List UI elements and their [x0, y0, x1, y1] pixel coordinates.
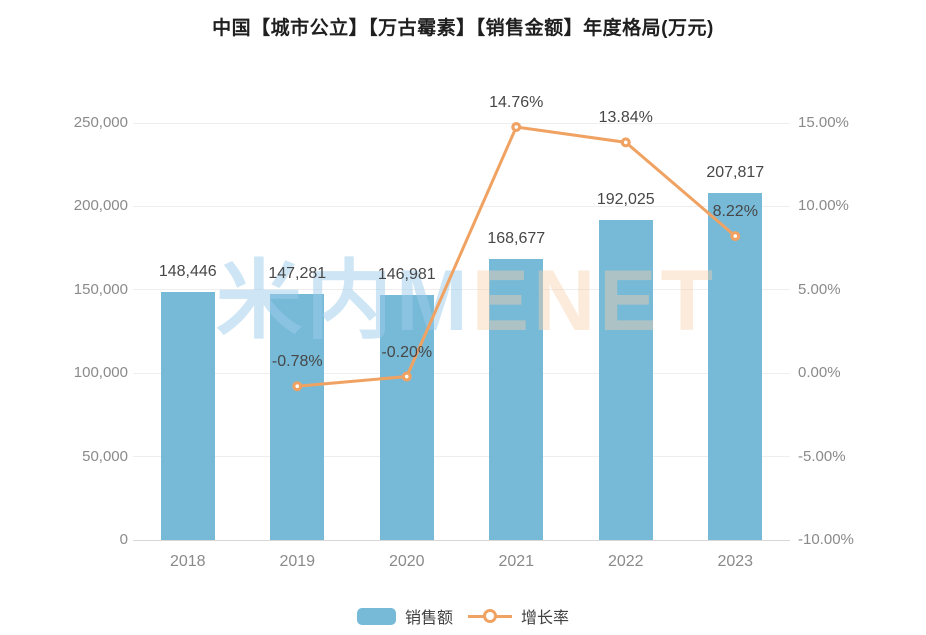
gridline [133, 372, 790, 374]
x-axis-label-2018: 2018 [169, 553, 206, 570]
legend-label-sales: 销售额 [404, 610, 453, 627]
y-axis-left-tick-label: 100,000 [73, 364, 128, 382]
growth-value-label-2023: 8.22% [712, 203, 758, 221]
sales-swatch-icon [356, 607, 396, 625]
bar-value-label-2021: 168,677 [487, 229, 546, 247]
bar-value-label-2023: 207,817 [706, 164, 765, 182]
bar-2018[interactable] [160, 292, 215, 540]
y-axis-left-tick-label: 0 [119, 531, 128, 548]
y-axis-right-tick-label: 0.00% [798, 364, 841, 382]
bar-2019[interactable] [270, 294, 325, 540]
y-axis-right-tick-label: -5.00% [798, 447, 846, 465]
line-marker-2021[interactable] [511, 122, 522, 133]
gridline [133, 289, 790, 291]
x-axis-label-2022: 2022 [607, 553, 644, 570]
y-axis-right-tick-label: 15.00% [798, 114, 849, 131]
y-axis-right-tick-label: 5.00% [798, 280, 841, 298]
bar-value-label-2018: 148,446 [158, 263, 217, 281]
y-axis-left-tick-label: 150,000 [73, 280, 128, 298]
legend-item-growth[interactable]: 增长率 [468, 604, 569, 628]
bar-2020[interactable] [379, 294, 434, 540]
bar-value-label-2020: 146,981 [377, 265, 436, 283]
x-axis-label-2020: 2020 [388, 553, 425, 570]
line-marker-center-dot [514, 125, 519, 129]
line-marker-center-dot [623, 140, 628, 145]
y-axis-right-tick-label: -10.00% [798, 531, 854, 548]
x-axis-label-2021: 2021 [498, 553, 535, 570]
gridline [133, 122, 790, 124]
bar-2023[interactable] [708, 193, 763, 540]
y-axis-left-tick-label: 50,000 [82, 447, 128, 465]
x-axis-label-2023: 2023 [717, 553, 754, 570]
growth-line-icon [468, 608, 512, 624]
y-axis-left-tick-label: 250,000 [73, 114, 128, 131]
growth-value-label-2020: -0.20% [381, 343, 433, 361]
chart-title: 中国【城市公立】【万古霉素】【销售金额】年度格局(万元) [212, 18, 714, 39]
y-axis-left-tick-label: 200,000 [73, 197, 128, 215]
legend-label-growth: 增长率 [521, 610, 570, 627]
bar-2022[interactable] [598, 219, 653, 540]
growth-value-label-2022: 13.84% [598, 109, 653, 127]
legend-item-sales[interactable]: 销售额 [356, 604, 453, 628]
legend: 销售额 增长率 [0, 603, 926, 629]
bar-2021[interactable] [489, 258, 544, 540]
y-axis-right-tick-label: 10.00% [798, 197, 849, 215]
x-axis-line [133, 539, 790, 541]
growth-value-label-2021: 14.76% [489, 94, 544, 111]
x-axis-label-2019: 2019 [279, 553, 316, 570]
line-marker-2022[interactable] [620, 137, 631, 148]
gridline [133, 456, 790, 458]
